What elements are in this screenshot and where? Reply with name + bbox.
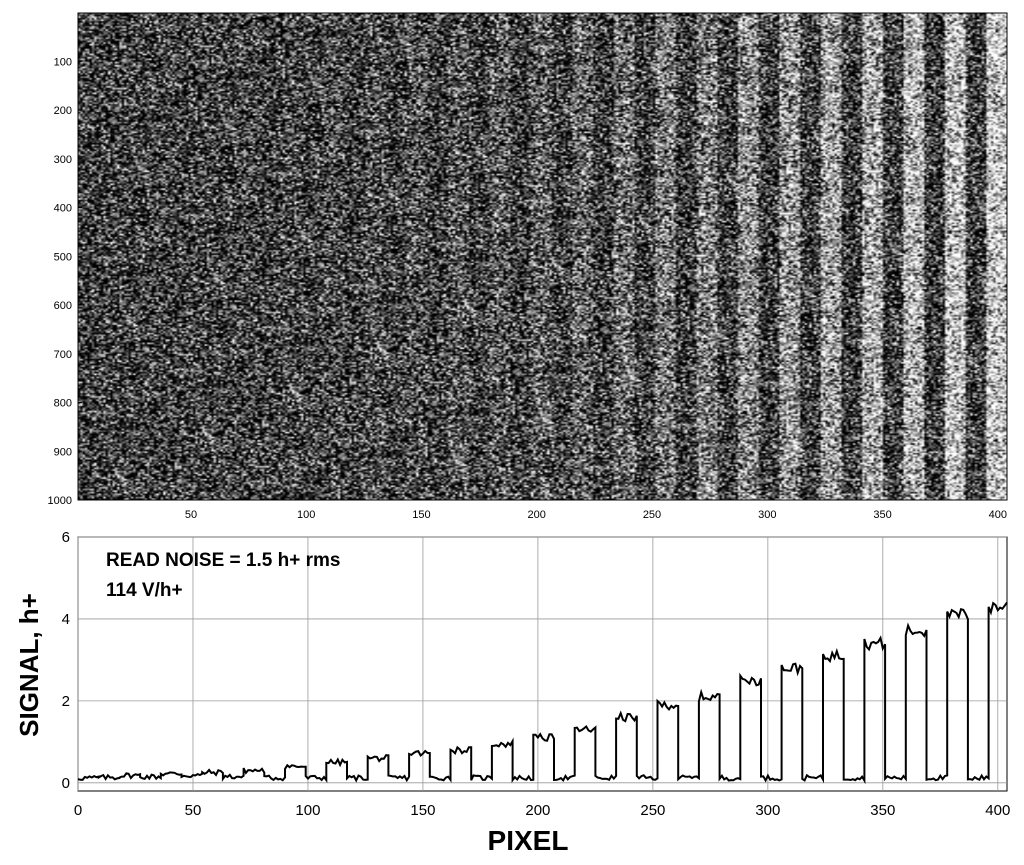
x-tick-label: 300 bbox=[755, 802, 780, 819]
annotation-gain: 114 V/h+ bbox=[106, 580, 183, 601]
noise-image bbox=[78, 13, 1007, 500]
y-tick-label: 4 bbox=[62, 611, 70, 628]
y-tick-labels: 0 2 4 6 bbox=[62, 529, 70, 792]
image-y-tick-label: 100 bbox=[54, 56, 72, 68]
image-x-tick-label: 350 bbox=[873, 509, 891, 521]
signal-panel: 0 2 4 6 0 50 100 150 200 250 300 350 400 READ NOISE… bbox=[14, 529, 1010, 856]
annotation-read-noise: READ NOISE = 1.5 h+ rms bbox=[106, 550, 340, 571]
grid-lines bbox=[77, 536, 1007, 791]
x-tick-label: 100 bbox=[295, 802, 320, 819]
image-y-tick-label: 700 bbox=[54, 349, 72, 361]
x-tick-label: 400 bbox=[985, 802, 1010, 819]
x-tick-label: 50 bbox=[185, 802, 202, 819]
x-tick-labels: 0 50 100 150 200 250 300 350 400 bbox=[74, 802, 1010, 819]
image-y-tick-label: 600 bbox=[54, 300, 72, 312]
image-x-tick-label: 100 bbox=[297, 509, 315, 521]
x-tick-label: 200 bbox=[525, 802, 550, 819]
image-x-tick-label: 400 bbox=[989, 509, 1007, 521]
y-tick-label: 6 bbox=[62, 529, 70, 546]
y-tick-label: 2 bbox=[62, 693, 70, 710]
signal-series-line bbox=[77, 601, 1008, 785]
image-y-tick-label: 500 bbox=[54, 251, 72, 263]
image-y-tick-label: 900 bbox=[54, 446, 72, 458]
image-panel: 100 200 300 400 500 600 700 800 900 1000 50 100 150… bbox=[48, 12, 1008, 521]
y-tick-label: 0 bbox=[62, 775, 70, 792]
image-y-tick-label: 400 bbox=[54, 203, 72, 215]
image-y-tick-label: 200 bbox=[54, 105, 72, 117]
x-axis-label: PIXEL bbox=[488, 825, 569, 856]
image-x-tick-label: 250 bbox=[643, 509, 661, 521]
image-x-tick-label: 300 bbox=[758, 509, 776, 521]
y-axis-label: SIGNAL, h+ bbox=[14, 593, 44, 737]
image-y-tick-labels: 100 200 300 400 500 600 700 800 900 1000 bbox=[48, 56, 82, 507]
image-y-tick-label: 300 bbox=[54, 154, 72, 166]
image-x-tick-label: 200 bbox=[528, 509, 546, 521]
image-y-tick-label: 800 bbox=[54, 398, 72, 410]
x-tick-label: 0 bbox=[74, 802, 82, 819]
image-x-tick-labels: 50 100 150 200 250 300 350 400 bbox=[185, 509, 1007, 521]
x-tick-label: 150 bbox=[410, 802, 435, 819]
image-x-tick-label: 50 bbox=[185, 509, 197, 521]
image-x-tick-label: 150 bbox=[412, 509, 430, 521]
x-tick-label: 350 bbox=[870, 802, 895, 819]
plot-area bbox=[77, 536, 1008, 792]
x-tick-label: 250 bbox=[640, 802, 665, 819]
image-y-tick-label: 1000 bbox=[48, 495, 72, 507]
